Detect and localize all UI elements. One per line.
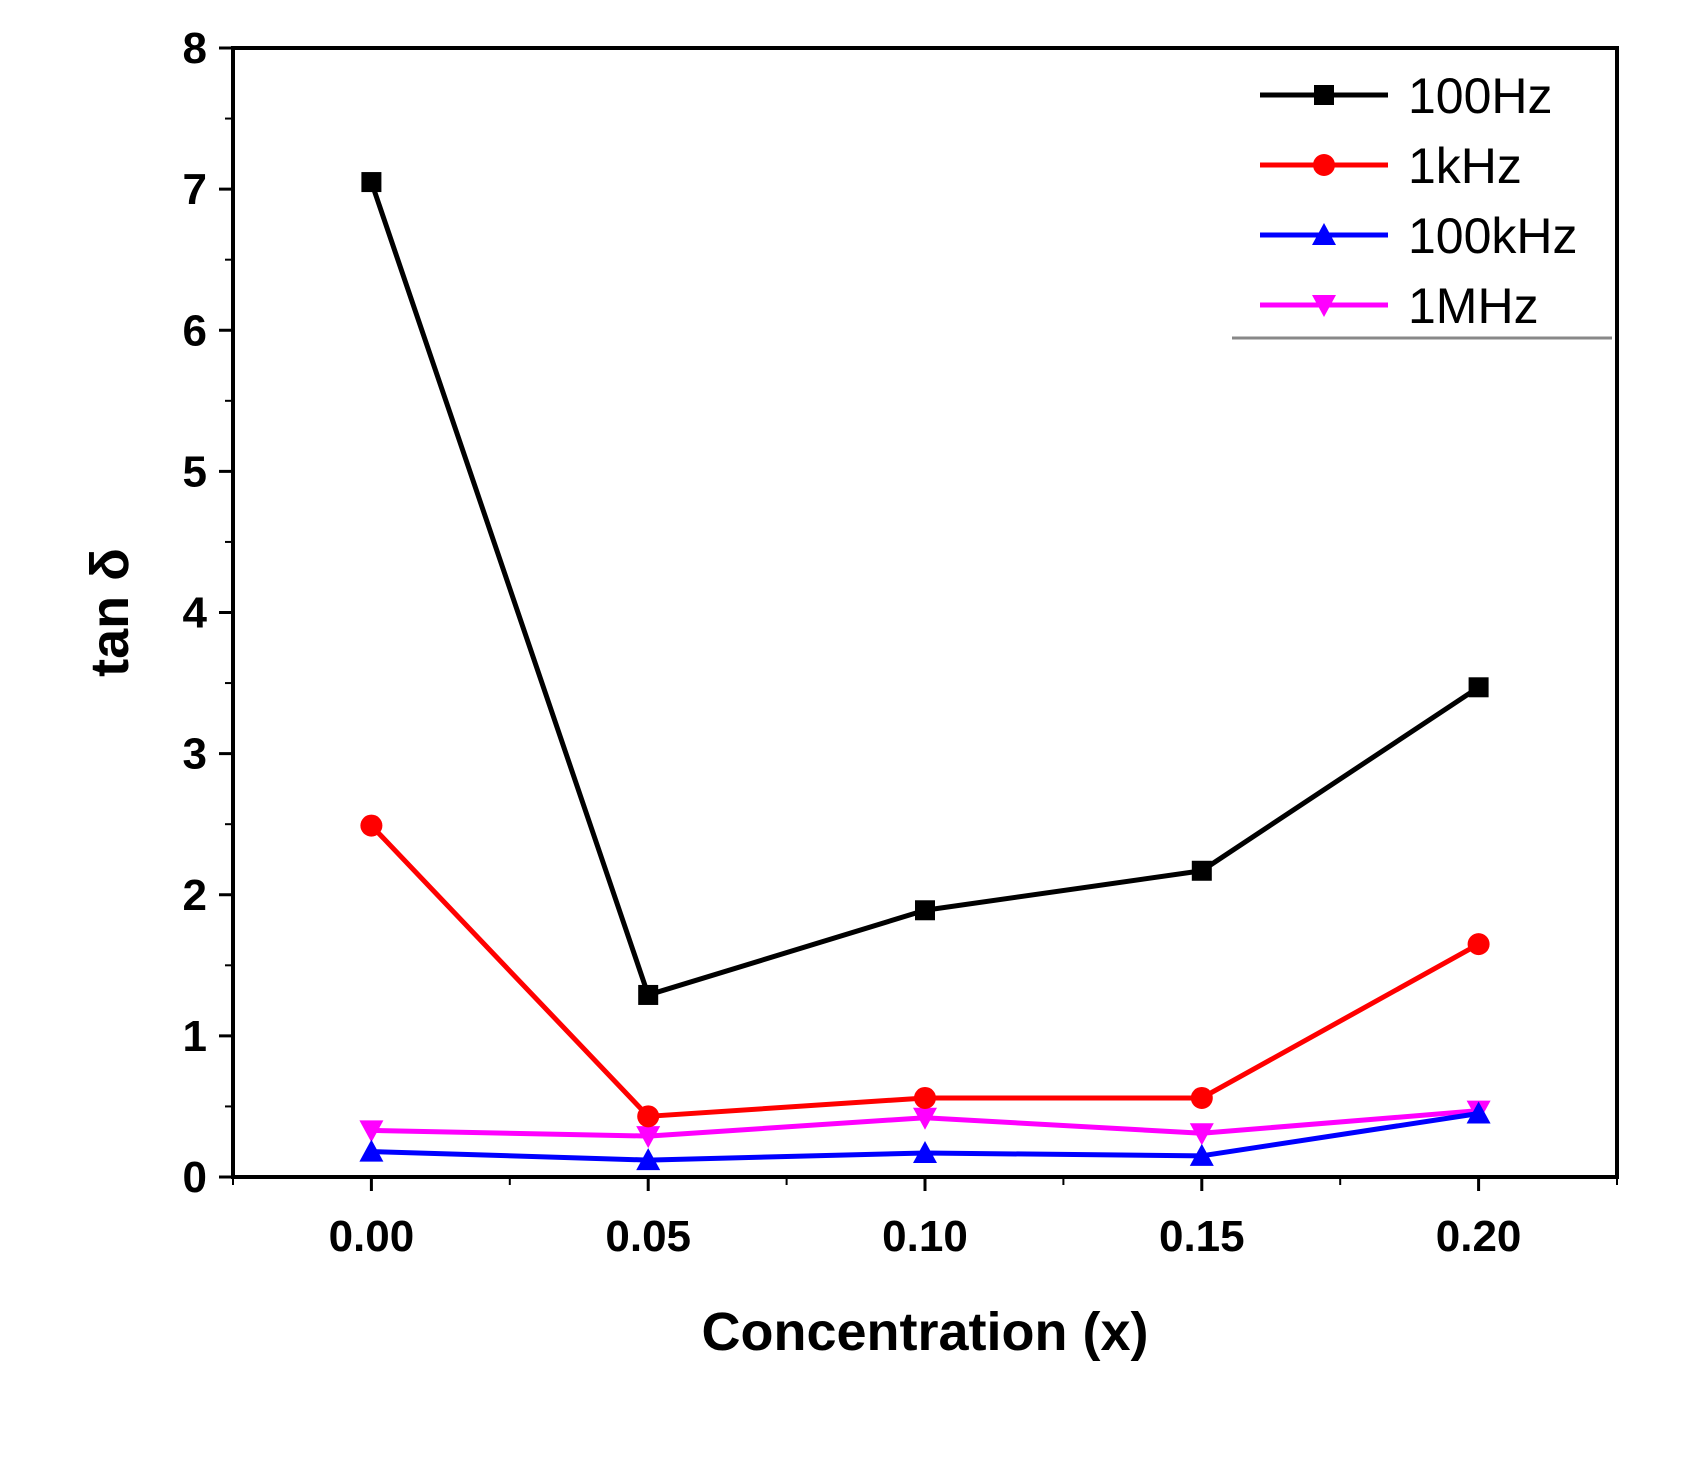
y-axis-title: tan δ — [80, 548, 140, 677]
y-tick-label: 6 — [183, 306, 207, 355]
x-tick-label: 0.00 — [329, 1212, 415, 1261]
legend-marker — [1313, 154, 1335, 176]
data-point — [638, 984, 659, 1005]
data-point — [636, 1126, 661, 1149]
x-tick-label: 0.15 — [1159, 1212, 1245, 1261]
data-point — [1191, 860, 1212, 881]
data-point — [359, 1120, 384, 1143]
y-tick-label: 0 — [183, 1153, 207, 1202]
series-1MHz — [359, 1100, 1491, 1149]
legend-label: 1kHz — [1408, 138, 1522, 194]
x-tick-label: 0.05 — [605, 1212, 691, 1261]
data-point — [636, 1148, 661, 1171]
legend-marker — [1312, 223, 1336, 245]
y-tick-label: 1 — [183, 1012, 207, 1061]
series-100kHz — [359, 1101, 1491, 1171]
legend-label: 100kHz — [1408, 208, 1578, 264]
data-point — [1466, 1101, 1491, 1124]
y-tick-label: 2 — [183, 871, 207, 920]
x-tick-label: 0.20 — [1436, 1212, 1522, 1261]
series-layer — [359, 172, 1491, 1171]
data-point — [1190, 1086, 1213, 1109]
legend-label: 100Hz — [1408, 68, 1553, 124]
data-point — [913, 1107, 937, 1130]
legend-item: 100Hz — [1260, 68, 1553, 124]
y-tick-label: 4 — [183, 589, 208, 638]
data-point — [914, 1086, 936, 1109]
legend-marker — [1314, 85, 1334, 105]
data-point — [1189, 1143, 1214, 1166]
data-point — [913, 1141, 937, 1164]
x-axis: 0.00 0.05 0.10 0.15 0.20 — [232, 1177, 1618, 1261]
x-axis-title: Concentration (x) — [701, 1302, 1148, 1362]
data-point — [1467, 933, 1490, 956]
series-100Hz — [361, 172, 1489, 1005]
data-point — [359, 1139, 384, 1162]
data-point — [361, 172, 382, 193]
data-point — [360, 814, 383, 837]
legend: 100Hz 1kHz 100kHz 1MHz — [1232, 68, 1612, 340]
data-point — [637, 1105, 660, 1128]
legend-label: 1MHz — [1408, 278, 1539, 334]
data-point — [1468, 677, 1489, 698]
y-tick-label: 8 — [183, 24, 207, 73]
data-point — [915, 900, 935, 921]
x-tick-label: 0.10 — [882, 1212, 968, 1261]
series-1kHz — [360, 814, 1490, 1128]
legend-item: 1kHz — [1260, 138, 1522, 194]
y-tick-label: 3 — [183, 730, 207, 779]
legend-marker — [1312, 295, 1336, 317]
data-point — [1189, 1123, 1214, 1146]
y-tick-label: 7 — [183, 165, 207, 214]
legend-item: 100kHz — [1260, 208, 1578, 264]
legend-item: 1MHz — [1260, 278, 1539, 334]
y-tick-label: 5 — [183, 447, 207, 496]
y-axis: 0 1 2 3 4 5 6 7 8 — [183, 24, 233, 1202]
